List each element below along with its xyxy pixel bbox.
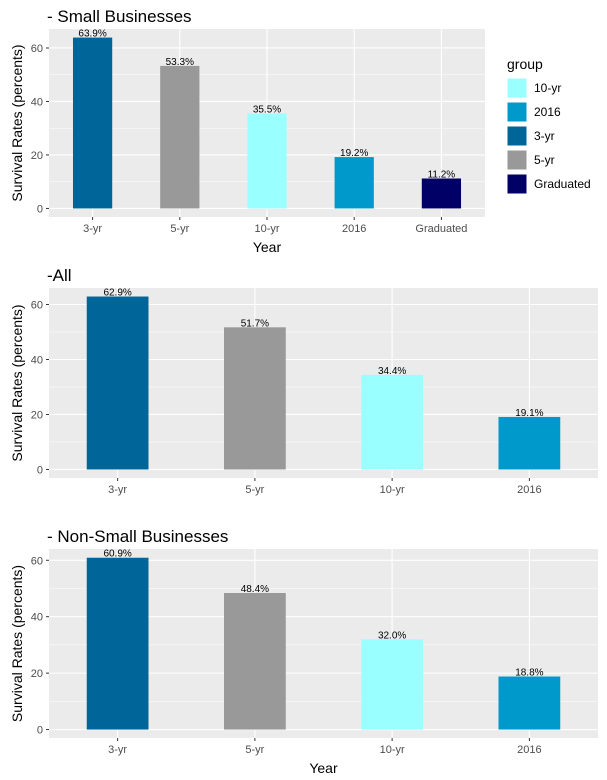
y-tick-label: 60 [31,299,43,311]
bar-2016 [498,416,561,470]
chart-panel-1: 0 20 40 60 3-yr 5-yr 10-yr 2016 Graduated 63.9% 53… [9,7,591,255]
y-tick-label: 40 [31,96,43,108]
bar-value-label: 35.5% [253,105,281,116]
x-tick-label: 3-yr [108,744,127,756]
legend-label: Graduated [534,177,591,191]
bar-value-label: 19.2% [340,148,368,159]
legend-title: group [507,56,543,72]
chart-title: -All [47,266,72,285]
bar-value-label: 18.8% [515,668,543,679]
legend-label: 10-yr [534,81,561,95]
x-tick-label: 5-yr [245,744,264,756]
bar-2016 [498,676,561,730]
legend-label: 2016 [534,105,561,119]
legend-label: 5-yr [534,153,555,167]
x-tick-label: 10-yr [380,744,405,756]
x-axis-title: Year [309,760,338,776]
x-tick-label: 2016 [517,744,541,756]
legend-swatch-Graduated [506,173,528,195]
bar-5-yr [223,327,286,470]
bar-value-label: 48.4% [241,584,269,595]
bar-5-yr [160,65,200,209]
bar-10-yr [247,113,287,209]
legend-swatch-2016 [506,101,528,123]
y-axis-title: Survival Rates (percents) [9,565,25,722]
y-tick-label: 40 [31,354,43,366]
x-tick-label: Graduated [415,223,467,235]
x-tick-label: 2016 [342,223,366,235]
y-tick-label: 20 [31,409,43,421]
bar-3-yr [86,557,149,730]
bar-value-label: 62.9% [103,288,131,299]
legend-label: 3-yr [534,129,555,143]
bar-5-yr [223,593,286,730]
bar-3-yr [72,37,113,209]
bar-value-label: 63.9% [78,29,106,40]
bar-10-yr [361,374,424,470]
legend-swatch-3-yr [506,125,528,147]
legend-swatch-5-yr [506,149,528,171]
chart-panel-2: 0 20 40 60 3-yr 5-yr 10-yr 2016 62.9% 51.7% 34.4% 1… [9,266,598,496]
x-tick-label: 2016 [517,484,541,496]
y-axis-title: Survival Rates (percents) [9,44,25,201]
bar-Graduated [421,178,462,209]
y-tick-label: 20 [31,150,43,162]
x-axis-title: Year [253,239,282,255]
chart-title: - Small Businesses [47,7,192,26]
x-tick-label: 5-yr [245,484,264,496]
x-tick-label: 10-yr [254,223,279,235]
y-tick-label: 40 [31,612,43,624]
y-tick-label: 0 [37,203,43,215]
x-tick-label: 3-yr [83,223,102,235]
bar-value-label: 19.1% [515,408,543,419]
chart-title: - Non-Small Businesses [47,527,228,546]
bar-value-label: 53.3% [166,57,194,68]
bar-value-label: 34.4% [378,366,406,377]
bar-2016 [334,157,374,209]
legend: group 10-yr 2016 3-yr 5-yr Graduated [506,56,591,195]
y-tick-label: 20 [31,668,43,680]
bar-value-label: 60.9% [103,549,131,560]
x-tick-label: 5-yr [170,223,189,235]
y-tick-label: 0 [37,725,43,737]
bar-value-label: 51.7% [241,318,269,329]
y-axis-title: Survival Rates (percents) [9,304,25,461]
legend-swatch-10-yr [506,77,528,99]
y-tick-label: 0 [37,464,43,476]
bar-value-label: 11.2% [428,169,456,180]
chart-panel-3: 0 20 40 60 3-yr 5-yr 10-yr 2016 60.9% 48.4% 32.0% 1… [9,527,598,776]
x-tick-label: 10-yr [380,484,405,496]
y-tick-label: 60 [31,43,43,55]
y-tick-label: 60 [31,555,43,567]
bar-10-yr [361,639,424,730]
bar-value-label: 32.0% [378,630,406,641]
x-tick-label: 3-yr [108,484,127,496]
bar-3-yr [86,296,149,470]
